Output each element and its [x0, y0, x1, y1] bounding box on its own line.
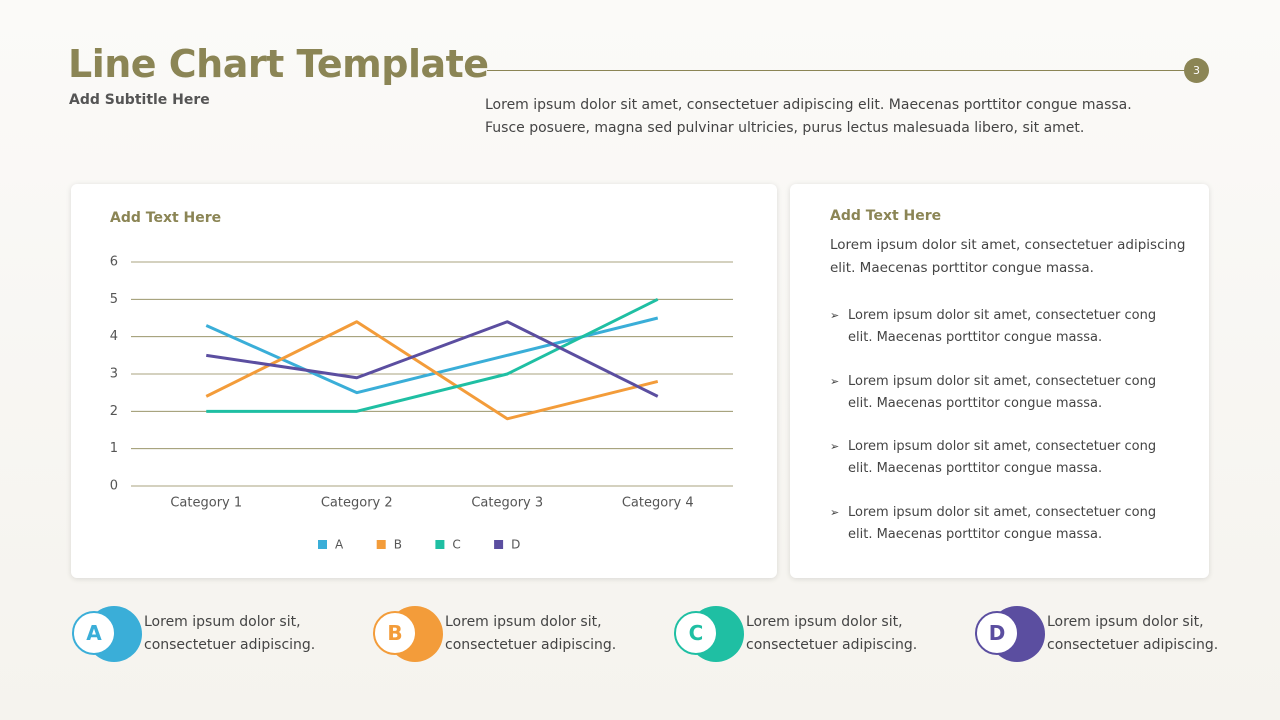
item-text: Lorem ipsum dolor sit, consectetuer adip…	[445, 614, 617, 653]
bullet: Lorem ipsum dolor sit amet, consectetuer…	[830, 436, 1158, 480]
side-title: Add Text Here	[830, 208, 942, 224]
side-text: Lorem ipsum dolor sit amet, consectetuer…	[830, 237, 1186, 276]
bullet: Lorem ipsum dolor sit amet, consectetuer…	[830, 502, 1158, 546]
y-tick-label: 6	[110, 255, 118, 270]
legend-swatch	[435, 540, 445, 549]
x-tick-label: Category 4	[622, 496, 694, 511]
x-tick-label: Category 1	[170, 496, 242, 511]
chart-card	[71, 184, 777, 578]
item-text: Lorem ipsum dolor sit, consectetuer adip…	[746, 614, 918, 653]
legend-label: D	[511, 538, 520, 552]
subtitle: Add Subtitle Here	[69, 92, 210, 108]
legend-label: A	[335, 538, 344, 552]
item-letter: D	[975, 611, 1019, 655]
divider	[487, 70, 1187, 71]
item-letter: B	[373, 611, 417, 655]
y-tick-label: 5	[110, 292, 118, 307]
series-line	[205, 316, 659, 395]
legend-swatch	[494, 540, 504, 549]
legend-label: B	[394, 538, 402, 552]
legend-swatch	[318, 540, 327, 549]
bullet: Lorem ipsum dolor sit amet, consectetuer…	[830, 371, 1158, 415]
series-line	[206, 297, 659, 413]
series-line	[206, 320, 659, 398]
x-tick-label: Category 2	[321, 496, 393, 511]
bullet: Lorem ipsum dolor sit amet, consectetuer…	[830, 305, 1158, 349]
chart-title: Add Text Here	[110, 210, 221, 226]
intro-text: Lorem ipsum dolor sit amet, consectetuer…	[485, 97, 1132, 136]
item-letter: A	[72, 611, 116, 655]
y-tick-label: 0	[110, 479, 118, 494]
y-tick-label: 2	[110, 404, 118, 419]
item-text: Lorem ipsum dolor sit, consectetuer adip…	[1047, 614, 1219, 653]
series-line	[205, 320, 659, 421]
y-tick-label: 4	[110, 329, 118, 344]
y-tick-label: 1	[110, 441, 118, 456]
y-tick-label: 3	[110, 367, 118, 382]
item-text: Lorem ipsum dolor sit, consectetuer adip…	[144, 614, 316, 653]
page-number: 3	[1184, 58, 1209, 83]
legend-swatch	[376, 540, 386, 549]
legend-label: C	[452, 538, 460, 552]
title: Line Chart Template	[68, 42, 489, 86]
item-letter: C	[674, 611, 718, 655]
x-tick-label: Category 3	[471, 496, 543, 511]
